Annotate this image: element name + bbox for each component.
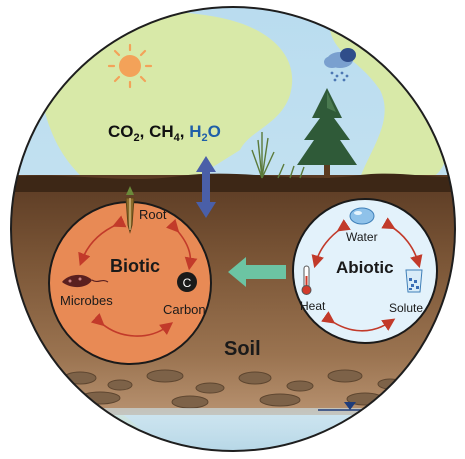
abiotic-circle: Abiotic Water Heat Solute <box>292 198 438 344</box>
biotic-title: Biotic <box>110 256 160 276</box>
solute-beaker-icon <box>405 269 423 293</box>
exchange-arrow <box>196 156 216 218</box>
heat-label: Heat <box>300 299 326 313</box>
sun-icon <box>107 43 153 89</box>
microbes-label: Microbes <box>60 293 113 308</box>
gas-exchange-label: CO2, CH4, H2O <box>108 122 221 144</box>
pebble-layer <box>63 369 403 409</box>
soil-label: Soil <box>224 338 261 360</box>
rain-cloud-icon <box>324 48 356 82</box>
continent-landmass <box>39 11 293 175</box>
carbon-symbol: C <box>183 276 192 290</box>
globe-outline <box>10 6 456 452</box>
microbe-icon <box>62 274 109 288</box>
abiotic-title: Abiotic <box>336 258 394 277</box>
abiotic-cycle-arrows <box>311 217 423 332</box>
solute-label: Solute <box>389 301 423 315</box>
water-label: Water <box>346 230 378 244</box>
continent-landmass-right <box>330 30 447 178</box>
root-label: Root <box>139 207 167 222</box>
biotic-circle: Biotic Root Microbes C Carbon <box>48 186 212 365</box>
pine-tree-icon <box>297 88 357 178</box>
thermometer-icon <box>301 265 312 295</box>
root-icon <box>125 186 135 234</box>
grass-icon <box>251 132 305 179</box>
biotic-cycle-arrows <box>78 215 198 337</box>
carbon-icon: C <box>177 272 197 292</box>
influence-arrow <box>228 257 286 287</box>
water-drop-icon <box>349 207 375 225</box>
carbon-label: Carbon <box>163 302 206 317</box>
